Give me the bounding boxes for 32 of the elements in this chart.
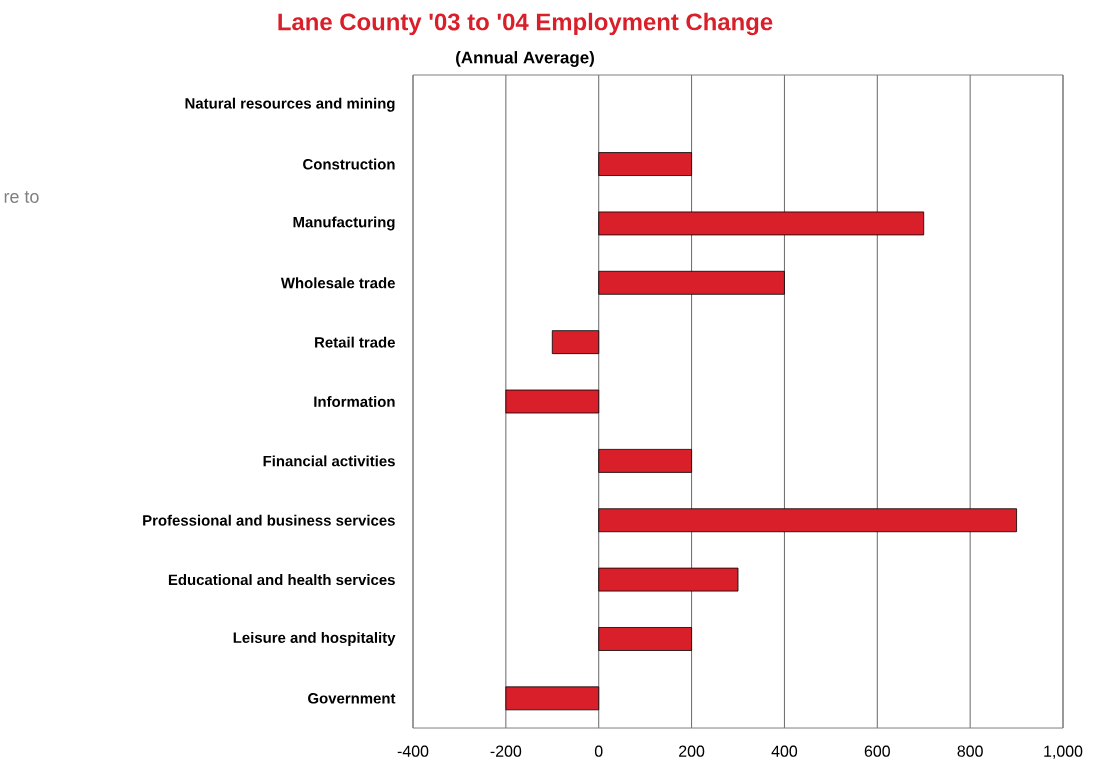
y-tick-label: Wholesale trade bbox=[280, 277, 395, 289]
y-tick-label: Retail trade bbox=[315, 336, 395, 348]
y-tick-label: Manufacturing bbox=[293, 216, 395, 231]
y-tick-label: Information bbox=[314, 396, 395, 407]
y-tick-label: Professional and business services bbox=[143, 514, 395, 526]
y-tick-label: Natural resources and mining bbox=[185, 97, 395, 112]
x-tick-label: 600 bbox=[864, 745, 890, 757]
bar bbox=[598, 508, 1017, 533]
bar bbox=[598, 211, 925, 236]
x-tick-label: 800 bbox=[957, 745, 983, 757]
bar bbox=[598, 270, 785, 295]
x-tick-label: 400 bbox=[771, 745, 798, 757]
y-tick-label: Educational and health services bbox=[168, 574, 395, 586]
bar bbox=[598, 567, 739, 592]
x-tick-label: 1,000 bbox=[1044, 745, 1083, 759]
x-tick-label: 200 bbox=[679, 745, 705, 757]
chart-subtitle: (Annual Average) bbox=[456, 51, 594, 67]
bar bbox=[551, 330, 600, 355]
bar bbox=[505, 389, 600, 414]
bar bbox=[598, 627, 692, 651]
x-tick-label: 0 bbox=[594, 745, 603, 757]
y-tick-label: Construction bbox=[303, 158, 395, 170]
chart-title: Lane County '03 to '04 Employment Change bbox=[278, 12, 773, 36]
y-tick-label: Government bbox=[308, 693, 396, 704]
x-tick-label: -400 bbox=[397, 745, 429, 757]
y-tick-label: Leisure and hospitality bbox=[233, 632, 396, 646]
y-tick-label: Financial activities bbox=[263, 455, 395, 467]
bar bbox=[505, 686, 600, 711]
text: re to bbox=[4, 191, 39, 203]
x-tick-label: -200 bbox=[490, 745, 522, 757]
bar bbox=[598, 152, 692, 176]
bar bbox=[598, 448, 692, 473]
